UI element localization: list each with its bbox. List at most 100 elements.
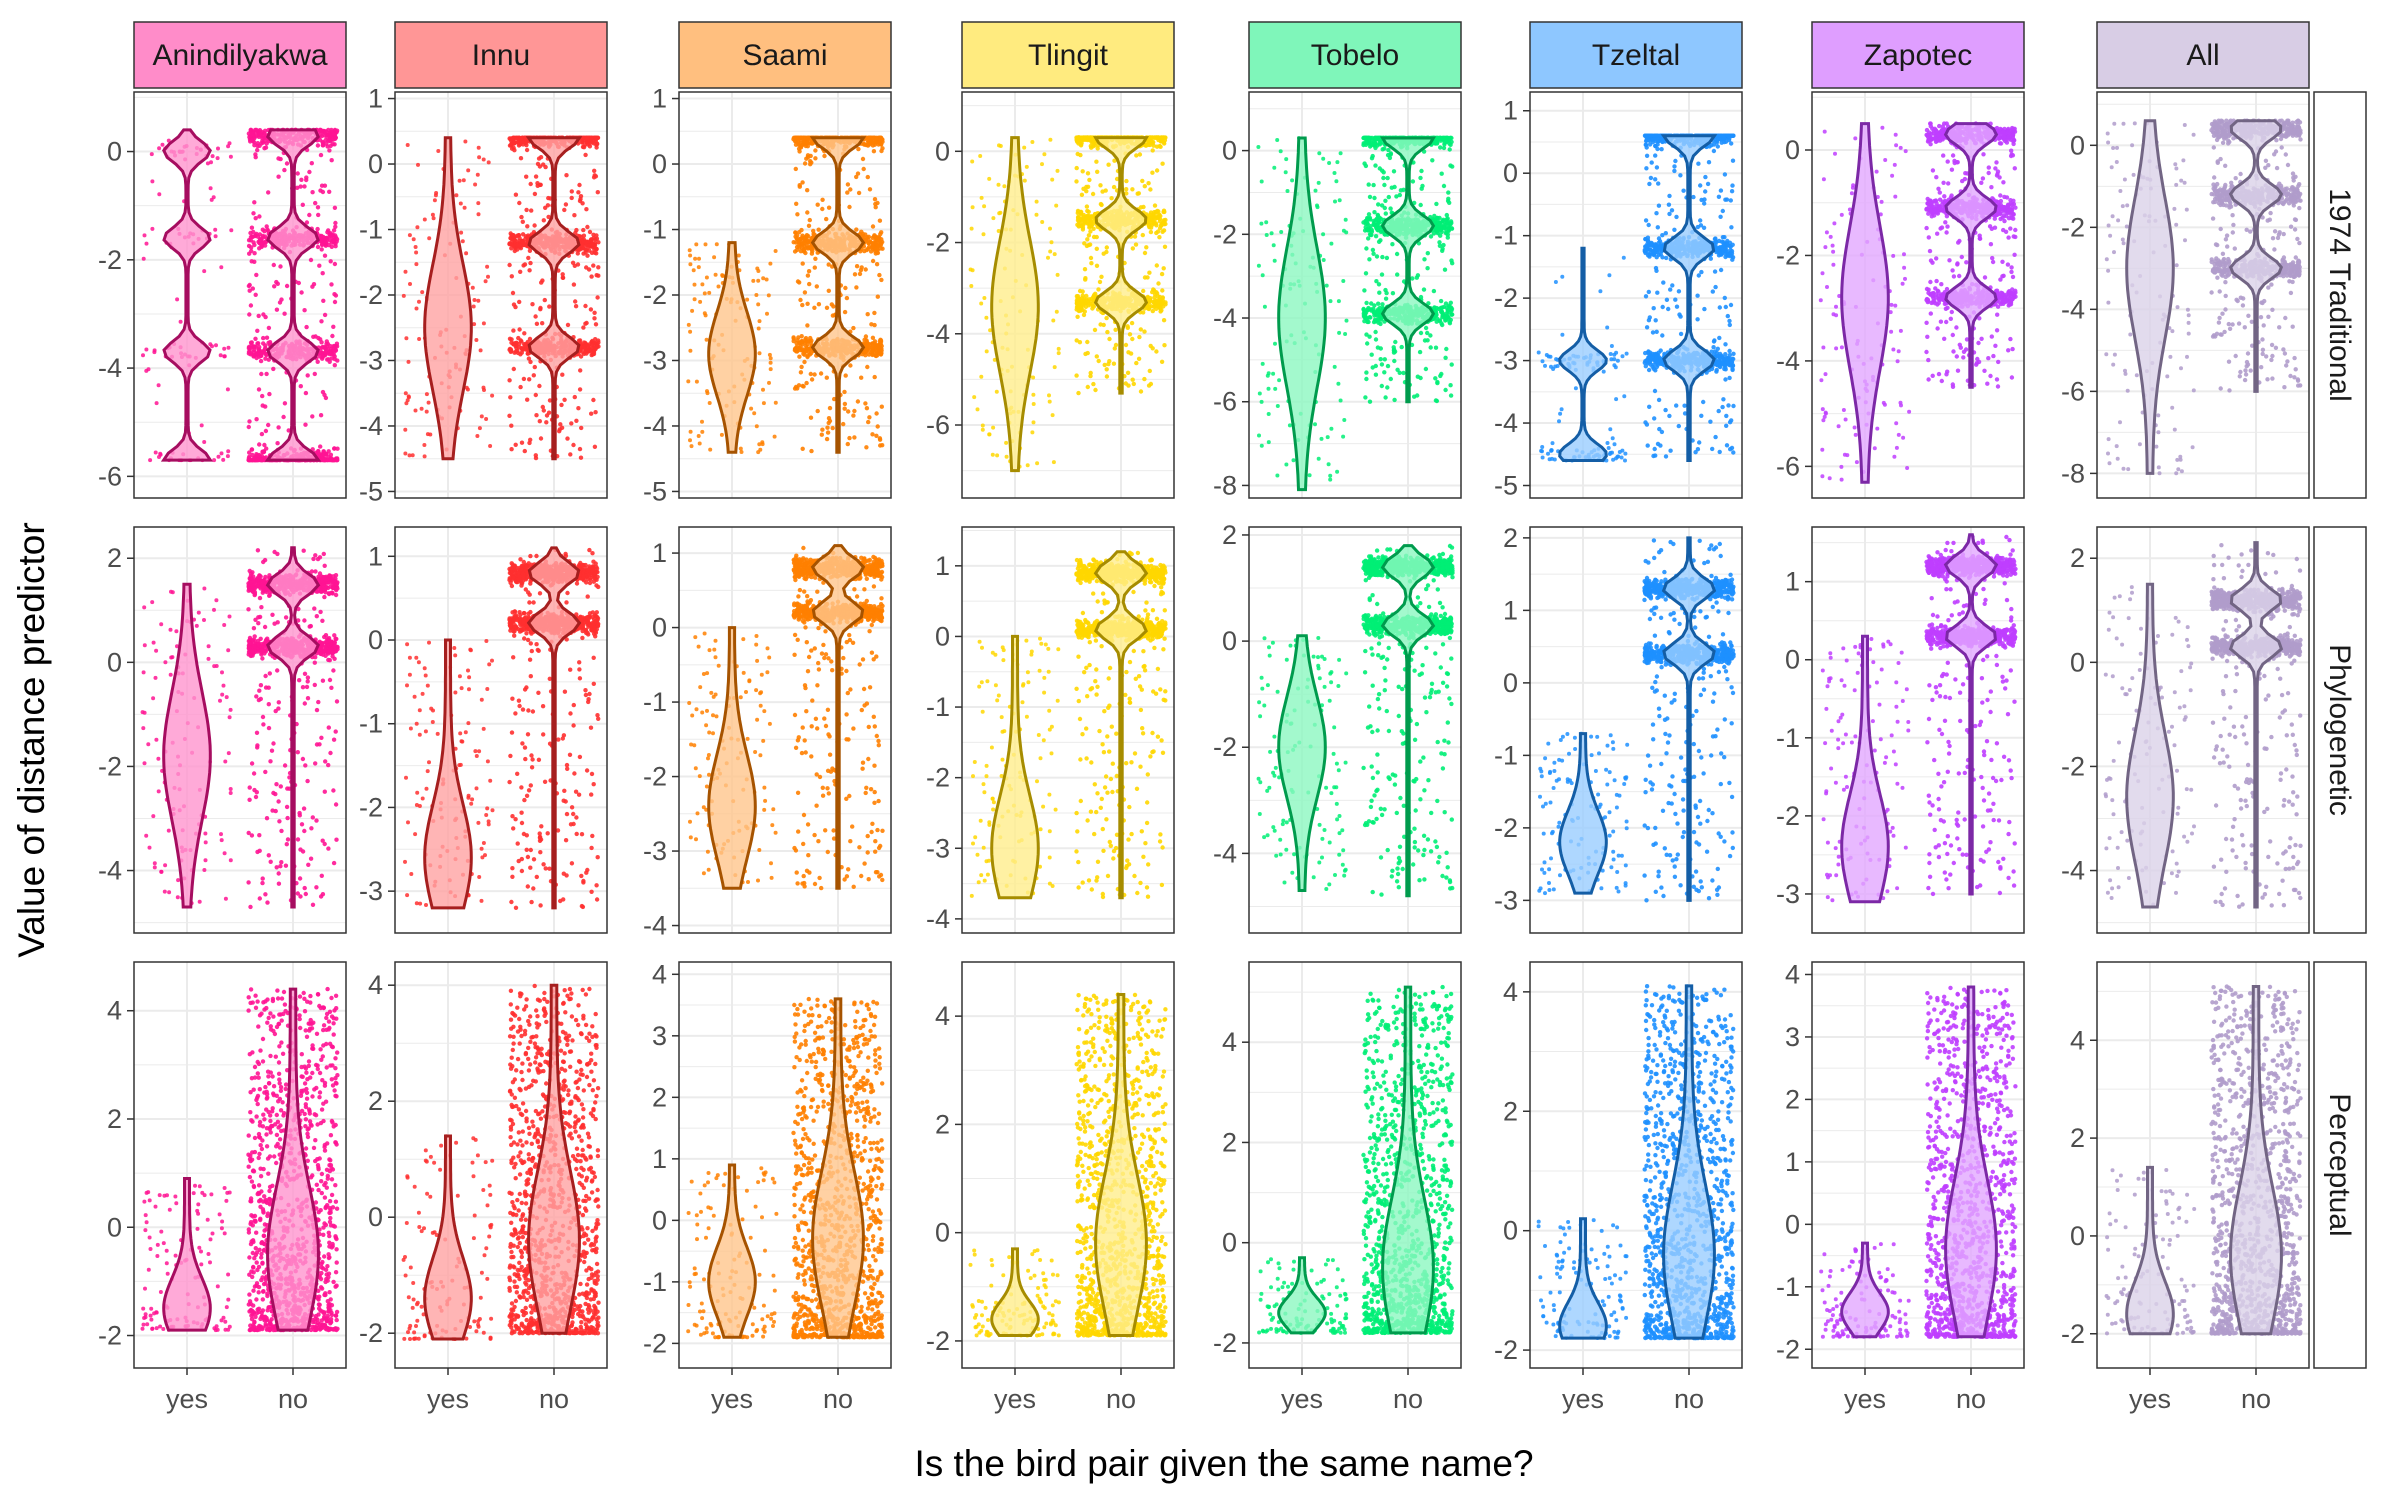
jitter-point — [739, 447, 743, 451]
jitter-point — [875, 346, 879, 350]
jitter-point — [150, 227, 154, 231]
jitter-point — [414, 262, 418, 266]
jitter-point — [813, 257, 817, 261]
jitter-point — [868, 187, 872, 191]
jitter-point — [755, 424, 759, 428]
jitter-point — [325, 357, 329, 361]
jitter-point — [991, 216, 995, 220]
jitter-point — [335, 358, 339, 362]
jitter-point — [1083, 276, 1087, 280]
jitter-point — [1099, 203, 1103, 207]
jitter-point — [404, 391, 408, 395]
jitter-point — [249, 352, 253, 356]
jitter-point — [756, 279, 760, 283]
jitter-point — [1079, 143, 1083, 147]
jitter-point — [476, 201, 480, 205]
jitter-point — [147, 367, 151, 371]
jitter-point — [473, 298, 477, 302]
jitter-point — [1085, 340, 1089, 344]
jitter-point — [866, 175, 870, 179]
jitter-point — [566, 323, 570, 327]
jitter-point — [589, 307, 593, 311]
jitter-point — [1080, 193, 1084, 197]
jitter-point — [1055, 310, 1059, 314]
jitter-point — [472, 305, 476, 309]
jitter-point — [561, 276, 565, 280]
jitter-point — [518, 270, 522, 274]
jitter-point — [1104, 316, 1108, 320]
jitter-point — [688, 438, 692, 442]
jitter-point — [257, 314, 261, 318]
jitter-point — [700, 282, 704, 286]
jitter-point — [804, 348, 808, 352]
jitter-point — [595, 273, 599, 277]
jitter-point — [523, 449, 527, 453]
jitter-point — [874, 434, 878, 438]
jitter-point — [810, 377, 814, 381]
jitter-point — [330, 158, 334, 162]
jitter-point — [1005, 455, 1009, 459]
jitter-point — [532, 223, 536, 227]
jitter-point — [283, 401, 287, 405]
jitter-point — [542, 408, 546, 412]
jitter-point — [508, 395, 512, 399]
jitter-point — [807, 282, 811, 286]
jitter-point — [547, 304, 551, 308]
jitter-point — [579, 194, 583, 198]
jitter-point — [329, 282, 333, 286]
jitter-point — [794, 202, 798, 206]
jitter-point — [1048, 138, 1052, 142]
jitter-point — [717, 285, 721, 289]
jitter-point — [1048, 400, 1052, 404]
jitter-point — [1031, 376, 1035, 380]
jitter-point — [1155, 168, 1159, 172]
jitter-point — [825, 426, 829, 430]
jitter-point — [304, 178, 308, 182]
jitter-point — [327, 349, 331, 353]
jitter-point — [798, 185, 802, 189]
jitter-point — [874, 354, 878, 358]
jitter-point — [486, 275, 490, 279]
jitter-point — [302, 308, 306, 312]
jitter-point — [517, 142, 521, 146]
jitter-point — [688, 248, 692, 252]
jitter-point — [321, 190, 325, 194]
jitter-point — [1088, 374, 1092, 378]
jitter-point — [254, 273, 258, 277]
jitter-point — [1031, 393, 1035, 397]
jitter-point — [334, 458, 338, 462]
jitter-point — [1150, 135, 1154, 139]
jitter-point — [873, 197, 877, 201]
jitter-point — [520, 346, 524, 350]
jitter-point — [588, 230, 592, 234]
jitter-point — [510, 274, 514, 278]
y-tick-label: -2 — [98, 245, 122, 275]
jitter-point — [584, 207, 588, 211]
jitter-point — [529, 208, 533, 212]
jitter-point — [428, 433, 432, 437]
jitter-point — [473, 183, 477, 187]
jitter-point — [261, 336, 265, 340]
jitter-point — [285, 161, 289, 165]
jitter-point — [1139, 389, 1143, 393]
jitter-point — [319, 153, 323, 157]
jitter-point — [332, 228, 336, 232]
jitter-point — [799, 228, 803, 232]
jitter-point — [768, 353, 772, 357]
jitter-point — [321, 390, 325, 394]
jitter-point — [819, 371, 823, 375]
jitter-point — [310, 161, 314, 165]
jitter-point — [757, 327, 761, 331]
jitter-point — [403, 428, 407, 432]
jitter-point — [1075, 315, 1079, 319]
jitter-point — [272, 284, 276, 288]
jitter-point — [794, 167, 798, 171]
jitter-point — [715, 242, 719, 246]
jitter-point — [987, 177, 991, 181]
jitter-point — [276, 175, 280, 179]
jitter-point — [1057, 351, 1061, 355]
jitter-point — [568, 452, 572, 456]
jitter-point — [1162, 318, 1166, 322]
jitter-point — [876, 424, 880, 428]
jitter-point — [1144, 245, 1148, 249]
